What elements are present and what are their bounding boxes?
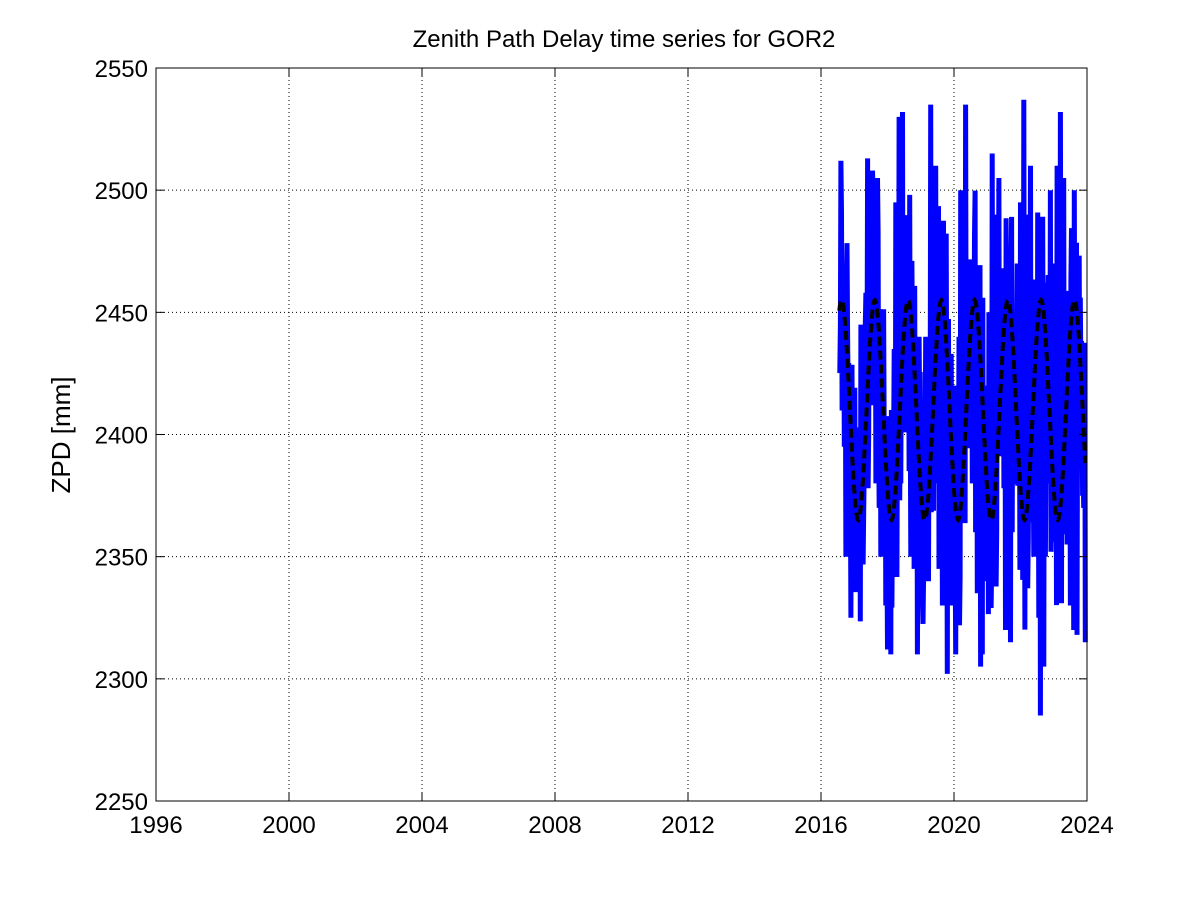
x-tick-label-2024: 2024	[1060, 812, 1113, 839]
model-zpd-line	[837, 296, 1088, 524]
y-axis-label: ZPD [mm]	[46, 377, 76, 494]
x-tick-label-1996: 1996	[129, 812, 182, 839]
y-tick-label-2300: 2300	[95, 667, 148, 694]
y-tick-label-2450: 2450	[95, 300, 148, 327]
y-tick-label-2500: 2500	[95, 178, 148, 205]
y-tick-label-2250: 2250	[95, 789, 148, 816]
x-tick-label-2012: 2012	[661, 812, 714, 839]
x-axis-ticks: 1996 2000 2004 2008 2012 2016 2020 2024	[129, 68, 1114, 839]
series-model	[837, 296, 1088, 524]
x-tick-label-2008: 2008	[528, 812, 581, 839]
chart-title: Zenith Path Delay time series for GOR2	[413, 26, 836, 53]
y-axis-ticks: 2250 2300 2350 2400 2450 2500 2550	[95, 56, 1087, 816]
x-tick-label-2016: 2016	[794, 812, 847, 839]
x-tick-label-2000: 2000	[262, 812, 315, 839]
y-tick-label-2400: 2400	[95, 423, 148, 450]
x-tick-label-2020: 2020	[927, 812, 980, 839]
y-tick-label-2350: 2350	[95, 545, 148, 572]
observed-zpd-line	[836, 99, 1088, 716]
y-tick-label-2550: 2550	[95, 56, 148, 83]
series-observed	[836, 99, 1088, 716]
x-tick-label-2004: 2004	[395, 812, 448, 839]
